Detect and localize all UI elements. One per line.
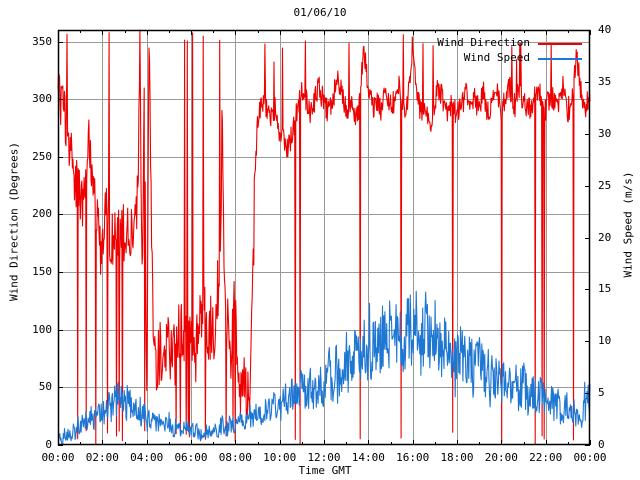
y-axis-left-tick-label: 0	[45, 438, 52, 451]
x-axis-tick-label: 20:00	[484, 451, 518, 464]
x-axis-tick-label: 00:00	[41, 451, 75, 464]
y-axis-right-tick-label: 35	[598, 74, 612, 88]
x-axis-tick-label: 06:00	[174, 451, 208, 464]
x-axis-tick-label: 00:00	[573, 451, 607, 464]
y-axis-left-tick-label: 50	[38, 380, 52, 394]
y-axis-right-tick-label: 20	[598, 230, 612, 244]
y-axis-left-tick-label: 250	[32, 149, 52, 163]
x-axis-tick-label: 04:00	[130, 451, 164, 464]
chart-title: 01/06/10	[293, 6, 347, 19]
data-series-layer	[57, 29, 591, 446]
plot-frame	[57, 29, 591, 446]
y-axis-right-tick-label: 25	[598, 178, 612, 192]
y-axis-left-tick-label: 150	[32, 265, 52, 279]
y-axis-right-tick-label: 0	[598, 438, 605, 451]
x-axis-tick-label: 14:00	[351, 451, 385, 464]
y-axis-right-tick-label: 30	[598, 126, 612, 140]
y-axis-left-tick-label: 200	[32, 207, 52, 221]
series-wind-speed	[57, 290, 591, 446]
y-axis-right-tick-label: 5	[598, 386, 605, 400]
y-axis-right-tick-label: 15	[598, 282, 612, 296]
y-axis-left-tick-label: 100	[32, 322, 52, 336]
legend-swatch-wind-speed	[538, 58, 582, 60]
x-axis-title: Time GMT	[298, 464, 352, 477]
series-wind-direction	[57, 29, 591, 445]
y-axis-left-tick-label: 350	[32, 34, 52, 48]
y-axis-right-tick-label: 10	[598, 334, 612, 348]
x-axis-tick-label: 10:00	[263, 451, 297, 464]
y-axis-right-tick-label: 40	[598, 23, 612, 36]
x-axis-tick-label: 08:00	[218, 451, 252, 464]
y-axis-left-tick-label: 300	[32, 92, 52, 106]
legend-label-wind-direction: Wind Direction	[437, 36, 530, 49]
legend-label-wind-speed: Wind Speed	[463, 51, 530, 64]
x-axis-tick-label: 02:00	[85, 451, 119, 464]
legend-swatch-wind-direction	[538, 43, 582, 45]
x-axis-tick-label: 16:00	[396, 451, 430, 464]
x-axis-tick-label: 22:00	[529, 451, 563, 464]
x-axis-tick-label: 18:00	[440, 451, 474, 464]
x-axis-tick-label: 12:00	[307, 451, 341, 464]
